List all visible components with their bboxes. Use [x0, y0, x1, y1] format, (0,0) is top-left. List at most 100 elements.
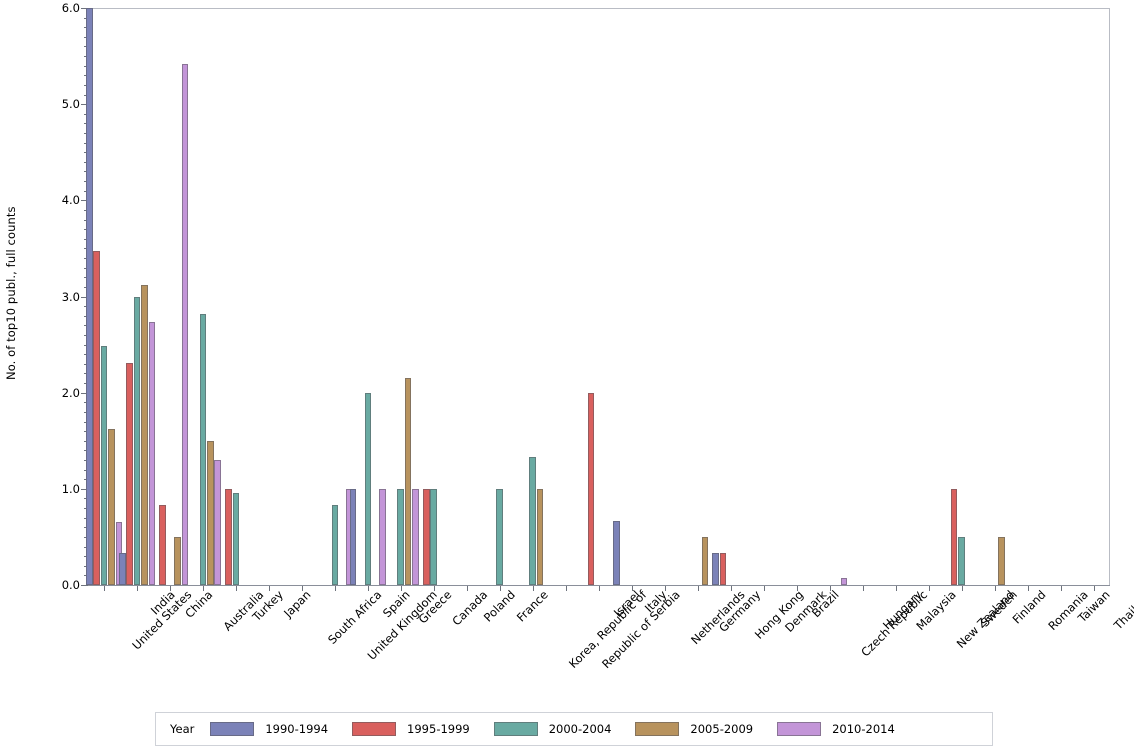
axis-spine-bottom [88, 585, 1110, 586]
x-axis-tick-labels: United States India China Australia Turkey Ja… [88, 587, 1134, 699]
plot-area [81, 8, 1110, 591]
bar [331, 505, 339, 585]
x-tick [961, 586, 963, 591]
x-tick [895, 586, 897, 591]
legend-item[interactable]: 2005-2009 [635, 722, 753, 736]
x-tick [533, 586, 535, 591]
legend-item[interactable]: 1990-1994 [210, 722, 328, 736]
bar [126, 362, 133, 585]
x-tick [631, 586, 633, 591]
x-tick-label: Canada [449, 587, 491, 629]
bar [108, 429, 115, 585]
bar [207, 440, 214, 585]
bar [529, 457, 536, 585]
bar [100, 345, 108, 585]
bar [701, 536, 709, 585]
y-tick [81, 200, 88, 202]
bar [225, 488, 232, 585]
y-tick-label: 5.0 [61, 97, 80, 112]
x-tick [500, 586, 502, 591]
legend-swatch [352, 722, 397, 736]
x-tick-label: South Africa [325, 587, 385, 647]
x-tick [335, 586, 337, 591]
x-tick [104, 586, 106, 591]
x-tick [467, 586, 469, 591]
x-tick-label: Thailand [1110, 587, 1134, 633]
x-tick [862, 586, 864, 591]
x-tick [763, 586, 765, 591]
x-tick [664, 586, 666, 591]
bar [496, 488, 503, 585]
x-tick [730, 586, 732, 591]
x-tick-label: Japan [281, 587, 314, 621]
x-tick [1027, 586, 1029, 591]
x-tick [203, 586, 205, 591]
legend-item[interactable]: 2000-2004 [493, 722, 612, 736]
y-tick [81, 8, 88, 9]
axis-spine-top [88, 8, 1110, 9]
x-tick [302, 586, 304, 591]
legend-swatch [210, 722, 255, 736]
bar [587, 392, 595, 585]
x-tick [829, 586, 831, 591]
bar [232, 492, 240, 585]
bar [719, 553, 727, 585]
bar [148, 321, 156, 585]
y-tick-label: 1.0 [61, 481, 80, 496]
y-tick-label: 0.0 [61, 578, 80, 592]
x-tick [994, 586, 996, 591]
bar [364, 392, 372, 585]
bar [950, 488, 958, 585]
legend-items: 1990-1994 1995-1999 2000-2004 2005-2009 2010… [210, 722, 918, 736]
x-tick [928, 586, 930, 591]
x-tick [566, 586, 568, 591]
legend-label: 2005-2009 [690, 722, 754, 736]
legend-swatch [777, 722, 822, 736]
bar [199, 313, 207, 585]
x-tick [434, 586, 436, 591]
bar [412, 488, 419, 585]
x-tick [1093, 586, 1095, 591]
bar [93, 251, 100, 585]
legend-swatch [635, 722, 680, 736]
bar [379, 488, 386, 585]
y-tick-label: 3.0 [61, 289, 80, 304]
legend: Year 1990-1994 1995-1999 2000-2004 2005-200… [155, 712, 993, 746]
legend-item[interactable]: 1995-1999 [352, 722, 470, 736]
x-tick [170, 586, 172, 591]
bar [957, 536, 965, 585]
legend-item[interactable]: 2010-2014 [777, 722, 895, 736]
bar [141, 284, 148, 585]
legend-label: 2000-2004 [548, 722, 612, 736]
bar [397, 488, 405, 585]
bar [613, 520, 621, 585]
bar [536, 488, 544, 585]
legend-label: 1995-1999 [407, 722, 470, 736]
x-tick [796, 586, 798, 591]
legend-title: Year [170, 722, 195, 736]
bar [181, 63, 189, 585]
bar [712, 553, 719, 585]
y-tick-label: 4.0 [61, 193, 80, 208]
x-tick-label: France [513, 587, 551, 625]
x-tick [236, 586, 238, 591]
y-tick [81, 104, 88, 106]
bar [214, 459, 222, 585]
bar [404, 378, 412, 585]
y-tick [81, 296, 88, 298]
x-tick [269, 586, 271, 591]
y-tick [81, 585, 88, 586]
bar [349, 488, 357, 585]
y-axis-title: No. of top10 publ., full counts [4, 206, 18, 380]
bar [159, 505, 166, 585]
x-tick [599, 586, 600, 591]
bar [174, 536, 181, 585]
x-tick [137, 586, 139, 591]
x-tick [368, 586, 370, 591]
bar [840, 578, 848, 585]
legend-label: 2010-2014 [832, 722, 895, 736]
bar [423, 488, 430, 585]
bar [430, 488, 438, 585]
legend-swatch [493, 722, 538, 736]
x-tick [401, 586, 403, 591]
